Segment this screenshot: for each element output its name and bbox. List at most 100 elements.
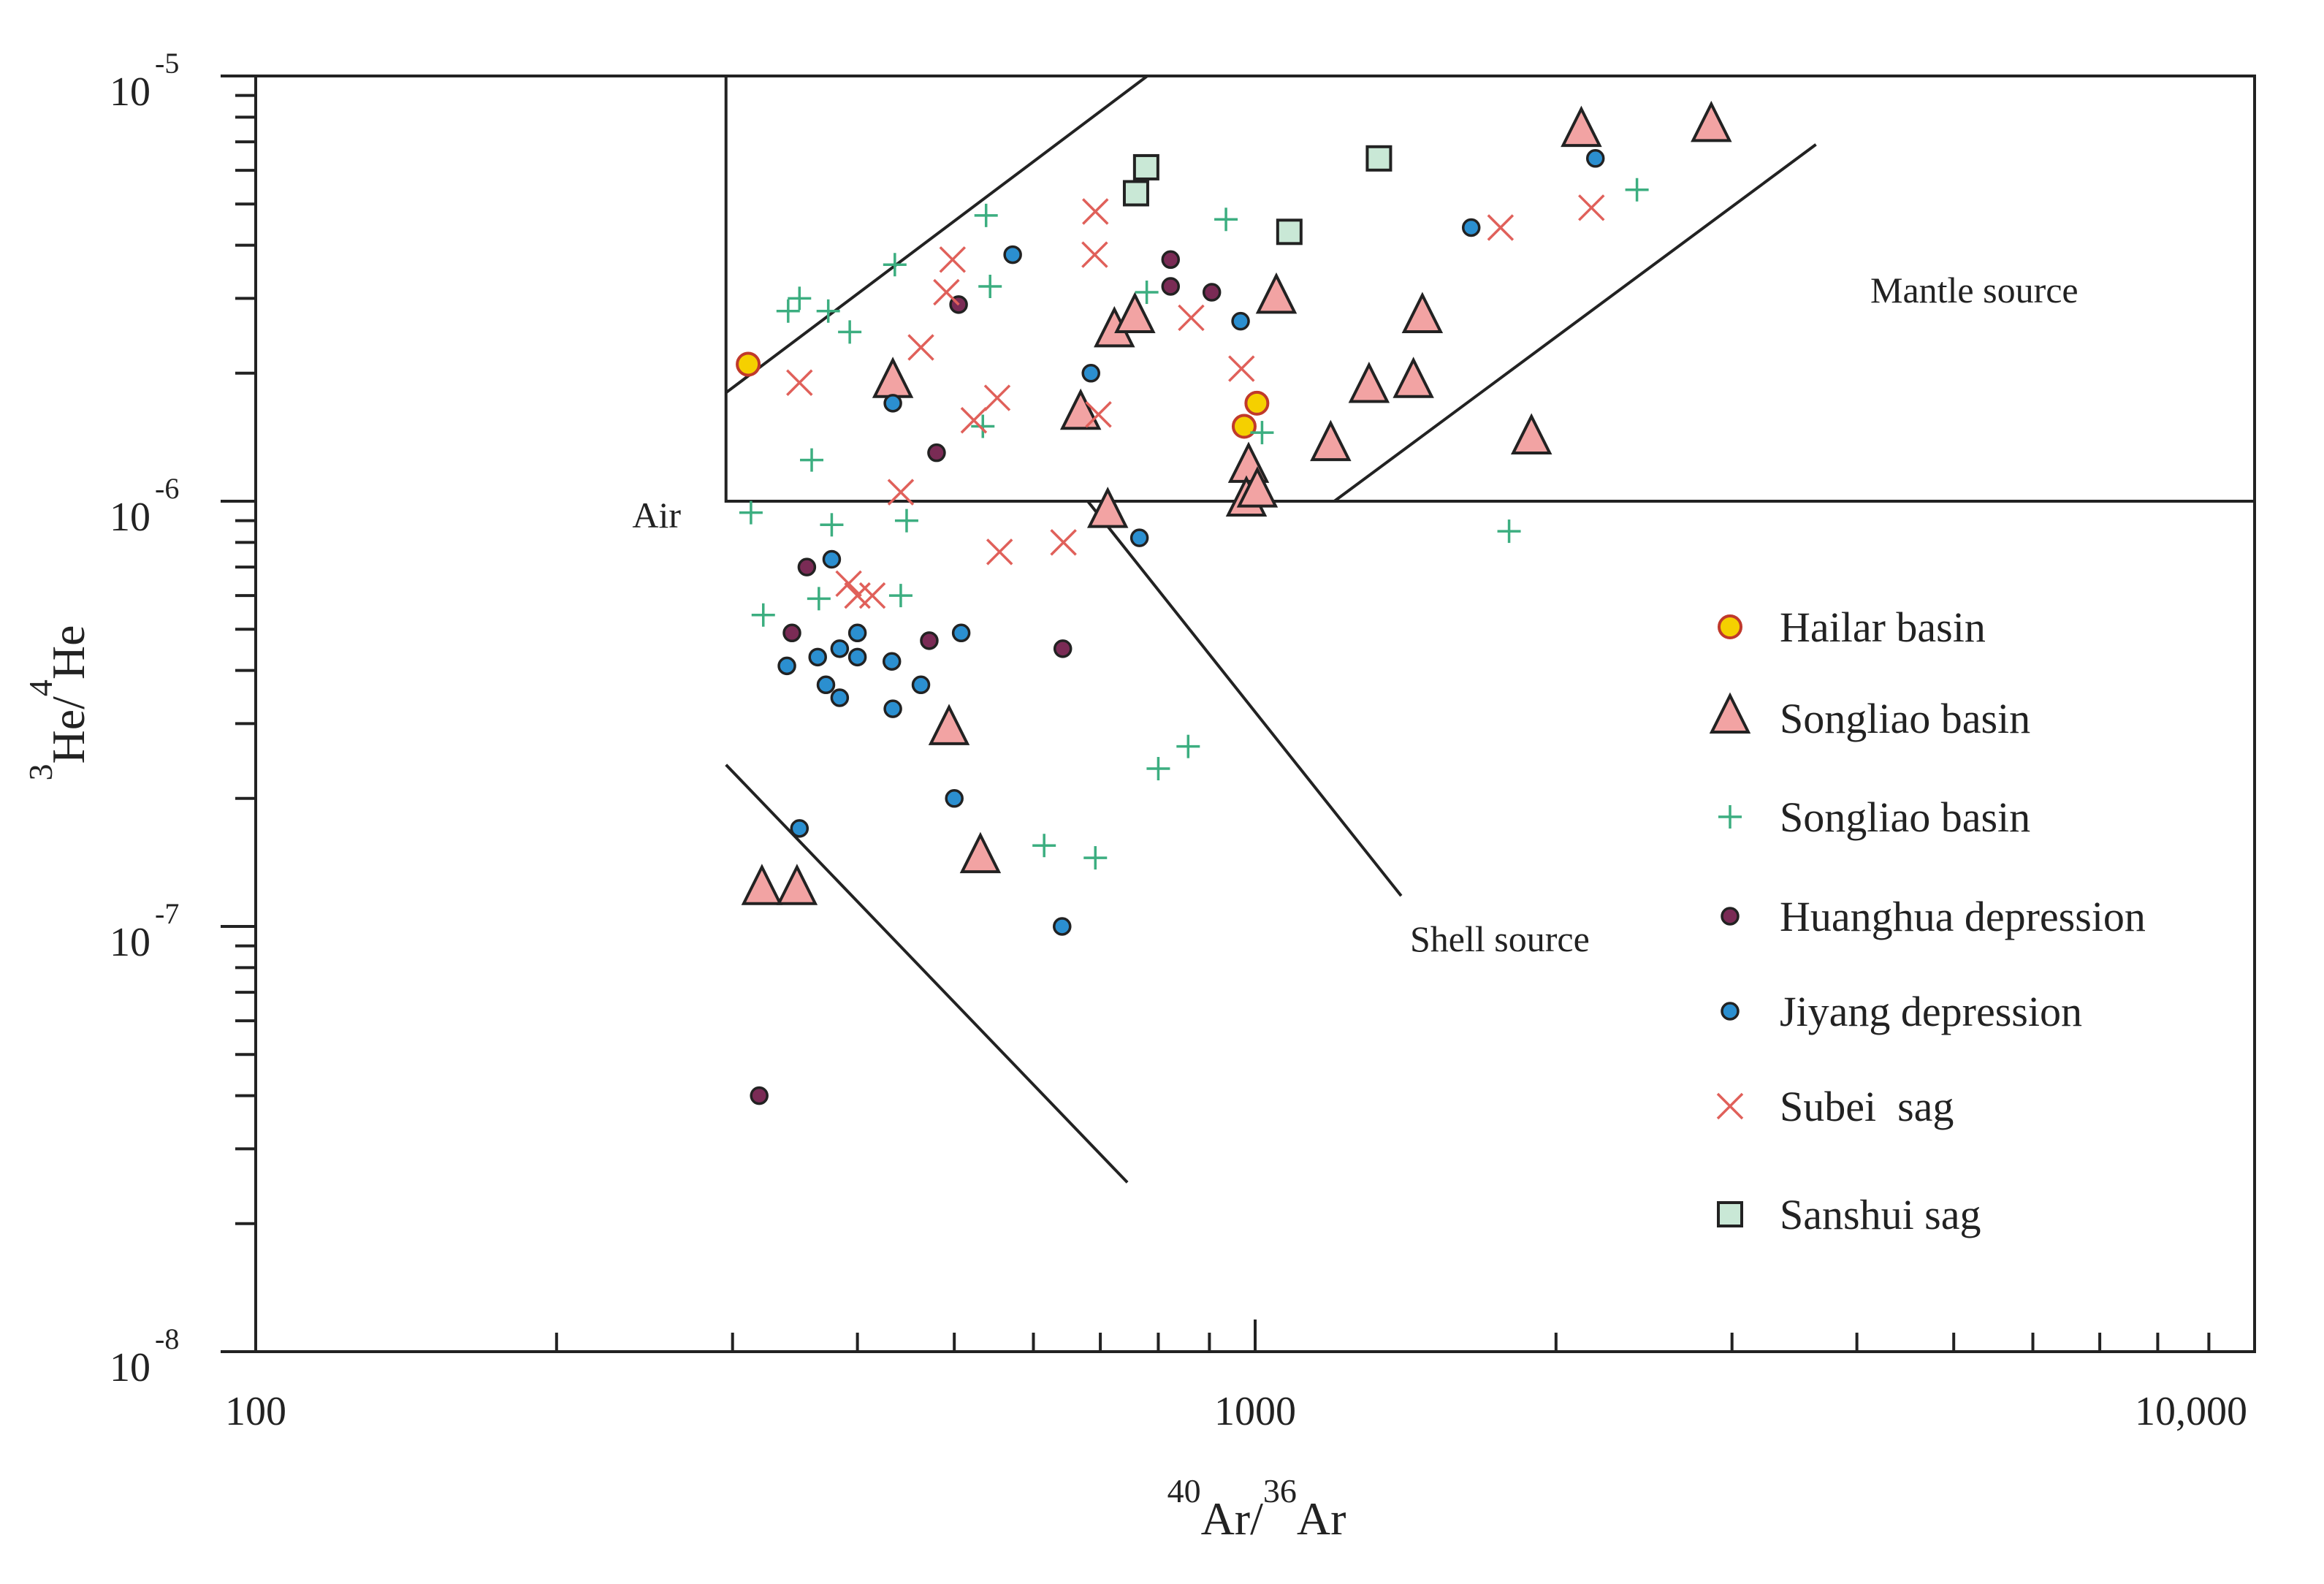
data-point [1691,100,1732,142]
data-point [986,538,1013,566]
data-point [1053,917,1072,936]
data-point [847,647,867,667]
data-point [1146,757,1170,781]
y-axis-title: 3He/4He [22,625,94,780]
x-axis-title: 40Ar/36Ar [1167,1472,1346,1545]
series-4 [777,149,1605,936]
data-point [816,299,840,323]
data-point [1032,834,1056,858]
x-tick-label: 10,000 [2135,1389,2247,1434]
data-point [838,320,862,344]
data-point [1276,218,1303,245]
data-point [920,631,939,650]
data-point [1231,414,1257,439]
data-point [830,639,850,658]
legend-marker [1721,1002,1740,1021]
data-point [1250,421,1274,445]
data-point [1561,105,1602,148]
y-tick-label: 10-8 [110,1322,179,1390]
data-point [1085,400,1112,428]
legend-item: Huanghua depression [1721,893,2146,940]
data-point [1510,413,1552,454]
data-point [844,582,871,609]
data-point [945,789,964,808]
data-point [1348,362,1390,403]
data-point [1393,357,1434,398]
air-label: Air [632,495,681,536]
data-point [786,369,813,397]
data-point [1401,292,1444,333]
data-point [1003,245,1022,264]
legend-item: Subei sag [1716,1083,1954,1130]
data-point [1487,214,1515,241]
data-point [927,443,946,462]
data-point [1497,519,1521,544]
data-point [883,699,902,718]
data-point [978,275,1002,299]
data-point [1365,145,1393,172]
data-point [872,357,914,398]
data-point [1585,149,1605,168]
data-point [974,203,998,227]
data-point [1050,529,1077,556]
data-point [1625,178,1649,202]
data-point [1081,241,1108,268]
data-point [800,448,824,472]
series-3 [750,250,1222,1105]
legend-label: Songliao basin [1780,695,2030,742]
data-point [739,500,763,525]
x-tick-label: 100 [225,1389,286,1434]
y-tick-label: 10-5 [110,47,179,115]
data-point [797,557,817,576]
data-point [1214,207,1238,232]
data-point [807,587,831,611]
data-point [887,479,915,506]
legend-label: Songliao basin [1780,793,2030,841]
data-point [1081,364,1100,383]
data-point [822,549,842,569]
data-point [1114,292,1156,333]
data-point [883,253,907,277]
series-2 [739,178,1649,870]
legend-item: Hailar basin [1718,603,1986,651]
data-point [1161,250,1181,270]
data-point [1176,734,1200,758]
legend-label: Huanghua depression [1780,893,2146,940]
legend-label: Hailar basin [1780,603,1986,651]
data-point [883,394,902,413]
data-point [1059,388,1102,430]
legend-item: Songliao basin [1718,793,2030,841]
data-point [1082,198,1109,225]
data-point [951,623,971,643]
legend-label: Jiyang depression [1780,988,2082,1035]
data-point [776,299,800,323]
data-point [971,414,995,438]
data-point [1231,311,1250,331]
data-point [1086,487,1129,528]
legend-item: Songliao basin [1709,692,2030,742]
data-point [1228,355,1255,382]
legend-marker [1717,1201,1743,1227]
data-point [816,675,836,695]
data-point [959,831,1002,874]
series-1 [741,100,1732,905]
data-point [1461,218,1481,237]
data-point [882,652,902,671]
data-point [858,582,886,609]
data-point [790,819,809,838]
series-0 [736,351,1270,439]
data-point [1310,419,1352,462]
data-point [1122,180,1149,207]
data-point [960,406,988,434]
data-point [1129,528,1149,547]
y-tick-label: 10-7 [110,897,179,965]
data-point [741,864,783,905]
data-point [750,1086,769,1105]
legend-marker [1718,614,1742,639]
data-point [830,688,850,707]
data-point [1053,639,1073,658]
y-tick-label: 10-6 [110,472,179,540]
data-point [907,334,934,361]
series-5 [786,194,1605,609]
